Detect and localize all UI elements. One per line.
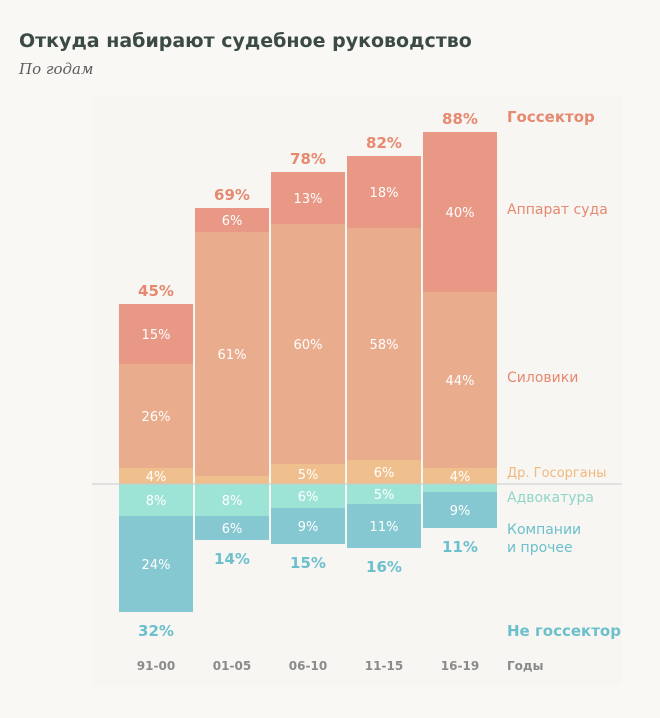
bar-segment: [347, 484, 421, 504]
legend-positive-group: Госсектор: [507, 108, 595, 126]
legend-negative-group: Не госсектор: [507, 622, 621, 640]
legend-series-label: Др. Госорганы: [507, 466, 606, 481]
x-axis-title: Годы: [507, 659, 543, 673]
segment-label: 40%: [446, 206, 475, 221]
bar-segment: [195, 476, 269, 484]
legend-series-label: Компании и прочее: [507, 522, 581, 556]
segment-label: 6%: [222, 214, 243, 229]
segment-label: 5%: [298, 468, 319, 483]
segment-label: 4%: [450, 470, 471, 485]
bar-segment: [271, 464, 345, 484]
negative-total-label: 11%: [442, 538, 478, 556]
segment-label: 9%: [298, 520, 319, 535]
bar-segment: [119, 364, 193, 468]
positive-total-label: 78%: [290, 150, 326, 168]
segment-label: 26%: [142, 410, 171, 425]
chart-title: Откуда набирают судебное руководство: [19, 30, 472, 52]
bar-segment: [119, 468, 193, 484]
segment-label: 5%: [374, 488, 395, 503]
bar-segment: [119, 304, 193, 364]
bar-segment: [347, 504, 421, 548]
positive-total-label: 69%: [214, 186, 250, 204]
segment-label: 18%: [370, 186, 399, 201]
bar-segment: [271, 224, 345, 464]
bar-segment: [271, 172, 345, 224]
bar-segment: [271, 508, 345, 544]
bar-segment: [347, 156, 421, 228]
segment-label: 60%: [294, 338, 323, 353]
bar-segment: [423, 492, 497, 528]
segment-label: 24%: [142, 558, 171, 573]
segment-label: 13%: [294, 192, 323, 207]
bar-segment: [195, 232, 269, 476]
positive-total-label: 88%: [442, 110, 478, 128]
bar-segment: [195, 516, 269, 540]
legend-series-label: Адвокатура: [507, 490, 594, 506]
chart-subtitle: По годам: [19, 60, 94, 78]
negative-total-label: 32%: [138, 622, 174, 640]
negative-total-label: 15%: [290, 554, 326, 572]
bar-segment: [423, 292, 497, 468]
x-tick-label: 16-19: [441, 659, 479, 673]
segment-label: 11%: [370, 520, 399, 535]
segment-label: 6%: [374, 466, 395, 481]
x-tick-label: 06-10: [289, 659, 327, 673]
legend-series-label: Аппарат суда: [507, 202, 608, 218]
x-tick-label: 11-15: [365, 659, 403, 673]
segment-label: 8%: [146, 494, 167, 509]
x-tick-label: 91-00: [137, 659, 175, 673]
bar-segment: [347, 228, 421, 460]
bar-segment: [119, 516, 193, 612]
negative-total-label: 14%: [214, 550, 250, 568]
segment-label: 61%: [218, 348, 247, 363]
bar-segment: [271, 484, 345, 508]
bar-segment: [347, 460, 421, 484]
segment-label: 6%: [222, 522, 243, 537]
bar-segment: [423, 468, 497, 484]
x-tick-label: 01-05: [213, 659, 251, 673]
positive-total-label: 82%: [366, 134, 402, 152]
bar-segment: [195, 484, 269, 516]
segment-label: 9%: [450, 504, 471, 519]
negative-total-label: 16%: [366, 558, 402, 576]
bar-segment: [423, 484, 497, 492]
segment-label: 4%: [146, 470, 167, 485]
segment-label: 44%: [446, 374, 475, 389]
segment-label: 6%: [298, 490, 319, 505]
segment-label: 8%: [222, 494, 243, 509]
legend-series-label: Силовики: [507, 370, 578, 386]
bar-segment: [119, 484, 193, 516]
bar-segment: [195, 208, 269, 232]
positive-total-label: 45%: [138, 282, 174, 300]
bar-segment: [423, 132, 497, 292]
segment-label: 58%: [370, 338, 399, 353]
segment-label: 15%: [142, 328, 171, 343]
